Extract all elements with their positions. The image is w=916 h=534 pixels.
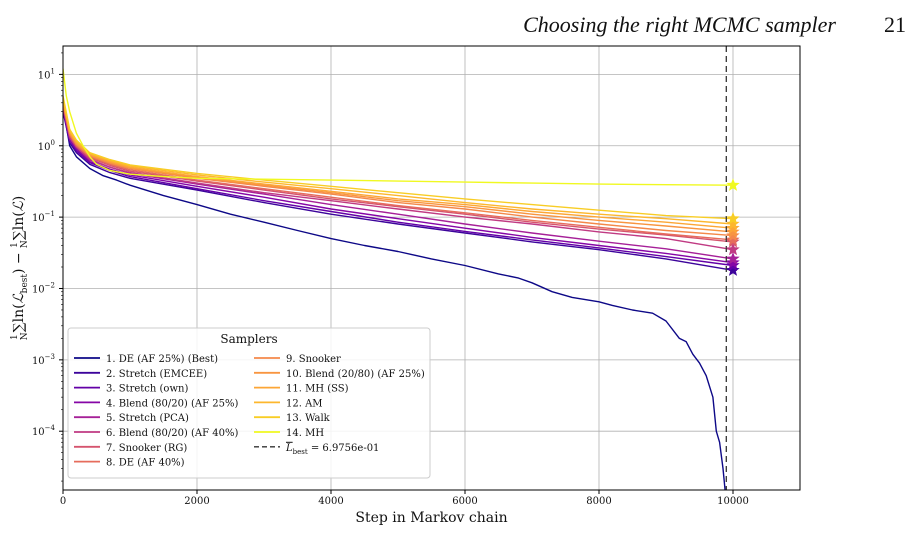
legend-label: 1. DE (AF 25%) (Best) [106, 354, 218, 365]
legend-label: 11. MH (SS) [286, 384, 349, 395]
legend-label: 5. Stretch (PCA) [106, 413, 189, 424]
x-axis-ticks: 0 2000 4000 6000 8000 10000 [60, 490, 749, 507]
series-line [63, 102, 734, 233]
legend-label: 12. AM [286, 398, 323, 409]
x-tick-label: 6000 [452, 496, 477, 507]
series-line [63, 95, 734, 220]
series-line [63, 68, 734, 186]
series-end-star [726, 211, 740, 225]
series-end-star [726, 178, 740, 191]
plot-frame [62, 45, 801, 491]
series-end-stars [726, 178, 740, 276]
series-end-star [726, 228, 740, 242]
series-end-star [726, 224, 740, 238]
x-tick-label: 2000 [184, 496, 209, 507]
series-end-star [726, 251, 740, 265]
legend: Samplers 1. DE (AF 25%) (Best) 2. Stretch… [67, 327, 431, 479]
y-tick-label: 101 [38, 67, 55, 81]
legend-label: 3. Stretch (own) [106, 384, 188, 395]
running-title: Choosing the right MCMC sampler [523, 12, 836, 37]
legend-label-lbest: Lbest = 6.9756e-01 [285, 443, 379, 456]
y-tick-label: 10−1 [32, 210, 55, 224]
legend-label: 8. DE (AF 40%) [106, 458, 185, 469]
y-tick-label: 10−2 [32, 281, 55, 295]
y-label-frac1: 1 [10, 334, 20, 340]
legend-label: 4. Blend (80/20) (AF 25%) [106, 398, 238, 409]
series-line [63, 98, 734, 229]
y-tick-label: 100 [38, 139, 55, 153]
series-end-star [726, 232, 740, 246]
x-tick-label: 0 [60, 496, 66, 507]
x-tick-label: 8000 [586, 496, 611, 507]
series-line [63, 104, 734, 241]
x-tick-label: 4000 [318, 496, 343, 507]
y-axis-label: 1N∑ln(ℒbest) − 1N∑ln(ℒ) [10, 196, 30, 340]
y-axis-ticks: 10−4 10−3 10−2 10−1 100 101 [32, 52, 63, 482]
series-end-star [726, 263, 740, 276]
series-lines [63, 68, 734, 490]
legend-label: 6. Blend (80/20) (AF 40%) [106, 428, 238, 439]
svg-text:1N∑ln(ℒbest) − 1N∑ln(ℒ): 1N∑ln(ℒbest) − 1N∑ln(ℒ) [10, 196, 30, 340]
series-line [63, 108, 734, 264]
legend-label: 14. MH [286, 428, 324, 439]
legend-label: 7. Snooker (RG) [106, 443, 187, 454]
legend-label: 10. Blend (20/80) (AF 25%) [286, 369, 425, 380]
legend-entries: 1. DE (AF 25%) (Best) 2. Stretch (EMCEE) 3… [74, 354, 425, 469]
series-line [63, 111, 734, 271]
series-end-star [726, 242, 740, 256]
x-axis-label: Step in Markov chain [355, 510, 507, 526]
series-line [63, 109, 734, 267]
series-line [63, 105, 734, 251]
page-header: Choosing the right MCMC sampler 21 [0, 10, 916, 40]
legend-label: 9. Snooker [286, 354, 341, 365]
page-number: 21 [884, 12, 906, 37]
series-end-star [726, 221, 740, 234]
legend-label: 2. Stretch (EMCEE) [106, 369, 207, 380]
series-line [63, 106, 726, 490]
legend-label: 13. Walk [286, 413, 331, 424]
y-tick-label: 10−4 [32, 424, 56, 438]
y-tick-label: 10−3 [32, 353, 55, 367]
series-end-star [726, 217, 740, 230]
x-tick-label: 10000 [717, 496, 749, 507]
legend-box [67, 327, 431, 479]
legend-title: Samplers [220, 332, 277, 346]
series-end-star [726, 255, 740, 269]
series-line [63, 98, 734, 225]
